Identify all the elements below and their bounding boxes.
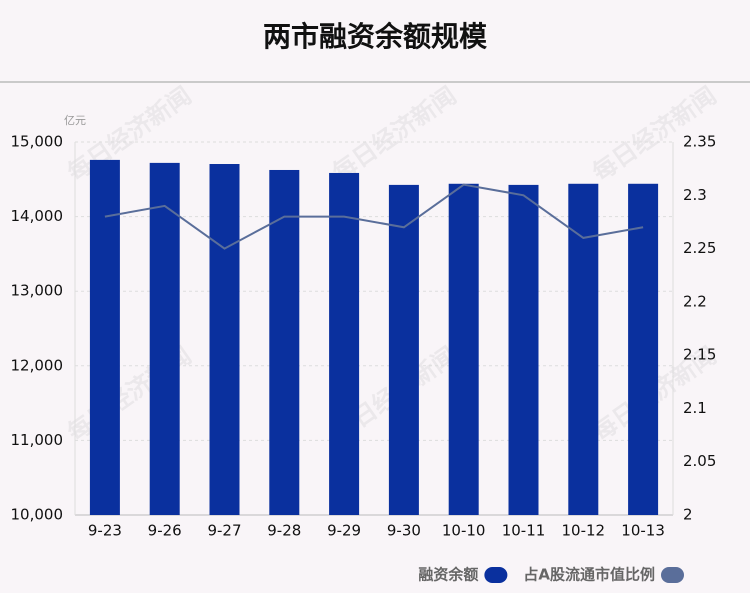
x-tick-label: 10-12 <box>562 522 606 540</box>
bar <box>149 162 180 515</box>
y2-tick-label: 2.3 <box>683 186 707 204</box>
bar <box>508 184 539 515</box>
bar <box>89 159 120 516</box>
bar <box>209 164 240 515</box>
y-tick-label: 12,000 <box>11 356 64 374</box>
legend-swatch <box>661 567 684 583</box>
bar <box>568 183 599 515</box>
bar <box>448 183 479 515</box>
y-tick-label: 13,000 <box>11 282 64 300</box>
bar <box>269 169 300 515</box>
y2-tick-label: 2.35 <box>683 133 716 151</box>
y2-tick-label: 2 <box>683 506 693 524</box>
x-tick-label: 10-11 <box>502 522 546 540</box>
y2-tick-label: 2.25 <box>683 239 716 257</box>
x-tick-label: 10-13 <box>621 522 665 540</box>
y-unit: 亿元 <box>64 114 86 127</box>
x-tick-label: 10-10 <box>442 522 486 540</box>
x-tick-label: 9-28 <box>267 522 301 540</box>
x-tick-label: 9-27 <box>207 522 241 540</box>
y2-tick-label: 2.05 <box>683 452 716 470</box>
y2-tick-label: 2.15 <box>683 346 716 364</box>
bar <box>329 172 360 516</box>
line <box>104 183 644 250</box>
y2-tick-label: 2.1 <box>683 399 707 417</box>
legend-swatch <box>484 567 508 583</box>
bar <box>388 184 419 515</box>
bar <box>628 183 659 515</box>
x-tick-label: 9-30 <box>387 522 421 540</box>
y-tick-label: 14,000 <box>11 207 64 225</box>
x-tick-label: 9-29 <box>327 522 361 540</box>
x-tick-label: 9-23 <box>88 522 122 540</box>
chart-title: 两市融资余额规模 <box>263 20 488 53</box>
y-tick-label: 15,000 <box>11 133 64 151</box>
y-tick-label: 11,000 <box>11 431 64 449</box>
watermark: 每日经济新闻 <box>327 81 461 187</box>
y2-tick-label: 2.2 <box>683 292 707 310</box>
legend-label: 融资余额 <box>418 566 478 584</box>
legend-label: 占A股流通市值比例 <box>523 566 655 584</box>
y-tick-label: 10,000 <box>11 506 64 524</box>
x-tick-label: 9-26 <box>148 522 182 540</box>
